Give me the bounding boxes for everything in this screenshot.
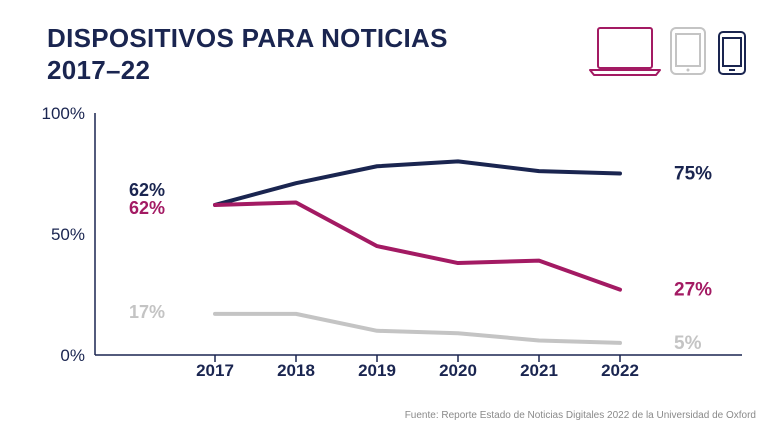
series-end-label: 5% — [674, 333, 702, 354]
series-start-label: 17% — [129, 302, 165, 322]
title-line-2: 2017–22 — [47, 55, 151, 85]
x-tick-label: 2018 — [277, 361, 315, 380]
y-tick-label: 50% — [51, 225, 85, 244]
source-note: Fuente: Reporte Estado de Noticias Digit… — [404, 410, 756, 421]
series-end-label: 75% — [674, 164, 712, 185]
series-line — [213, 311, 622, 345]
x-tick-label: 2022 — [601, 361, 639, 380]
y-tick-label: 0% — [60, 346, 85, 365]
laptop-icon — [589, 27, 661, 76]
x-tick-label: 2021 — [520, 361, 558, 380]
series-start-label: 62% — [129, 180, 165, 200]
chart-title: DISPOSITIVOS PARA NOTICIAS 2017–22 — [47, 22, 448, 86]
series-end-label: 27% — [674, 280, 712, 301]
y-tick-label: 100% — [42, 104, 85, 123]
x-tick-label: 2019 — [358, 361, 396, 380]
series-start-label: 62% — [129, 198, 165, 218]
tablet-icon — [670, 27, 706, 75]
series-line — [213, 200, 622, 292]
smartphone-icon — [718, 31, 746, 75]
x-tick-label: 2017 — [196, 361, 234, 380]
device-icons — [588, 26, 748, 76]
title-line-1: DISPOSITIVOS PARA NOTICIAS — [47, 23, 448, 53]
x-tick-label: 2020 — [439, 361, 477, 380]
series-line — [213, 159, 622, 207]
